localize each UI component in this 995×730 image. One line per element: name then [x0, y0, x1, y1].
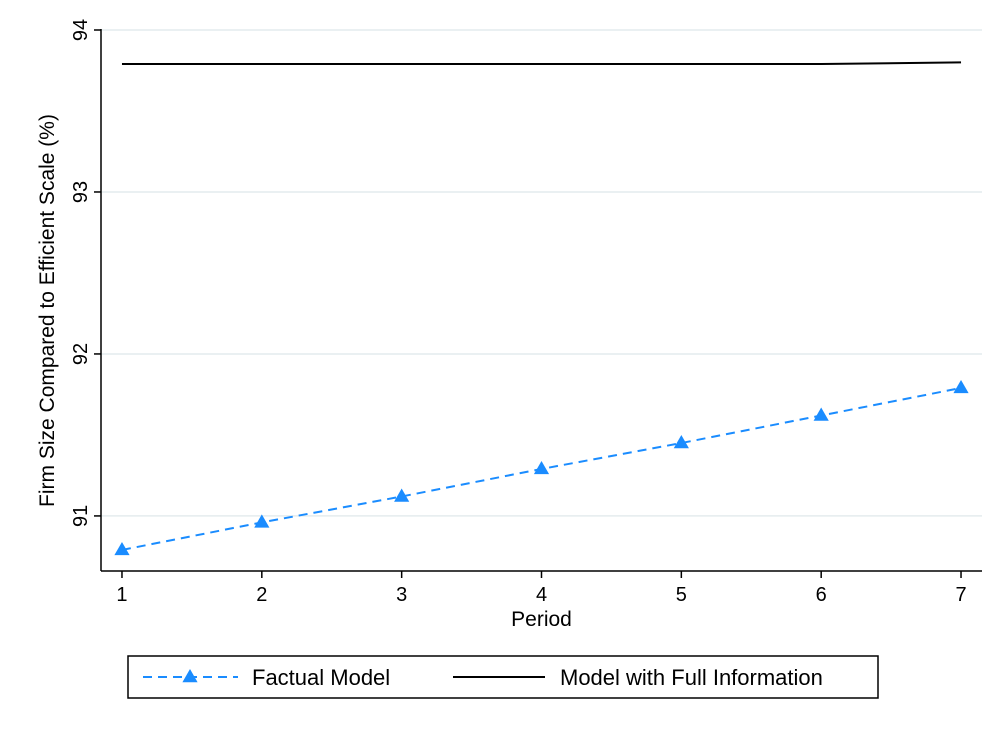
data-point-0-5 — [673, 435, 689, 449]
x-tick-label-5: 5 — [676, 584, 687, 606]
data-point-0-2 — [254, 514, 270, 528]
x-tick-label-7: 7 — [955, 584, 966, 606]
legend-marker-triangle — [182, 669, 198, 683]
x-tick-label-1: 1 — [116, 584, 127, 606]
x-tick-label-4: 4 — [536, 584, 547, 606]
data-point-0-3 — [394, 488, 410, 502]
x-axis-title: Period — [511, 608, 572, 631]
y-axis-title: Firm Size Compared to Efficient Scale (%… — [36, 114, 59, 507]
x-tick-label-2: 2 — [256, 584, 267, 606]
x-tick-label-3: 3 — [396, 584, 407, 606]
axes: 91 92 93 94 1 2 3 4 5 6 7 — [70, 19, 982, 606]
data-point-0-4 — [533, 460, 550, 475]
data-point-0-6 — [813, 407, 829, 421]
legend-label-full-information: Model with Full Information — [560, 665, 823, 690]
y-tick-label-92: 92 — [70, 343, 92, 365]
y-tick-label-91: 91 — [70, 505, 92, 527]
x-tick-label-6: 6 — [816, 584, 827, 606]
y-tick-label-94: 94 — [70, 19, 92, 41]
data-point-0-7 — [953, 379, 969, 394]
data-point-0-1 — [114, 541, 130, 556]
series-line-1 — [121, 61, 962, 66]
legend-label-factual-model: Factual Model — [252, 665, 390, 690]
grid-lines — [101, 29, 982, 517]
legend: Factual Model Model with Full Informatio… — [127, 655, 879, 699]
series-lines — [114, 61, 969, 556]
y-tick-label-93: 93 — [70, 181, 92, 203]
